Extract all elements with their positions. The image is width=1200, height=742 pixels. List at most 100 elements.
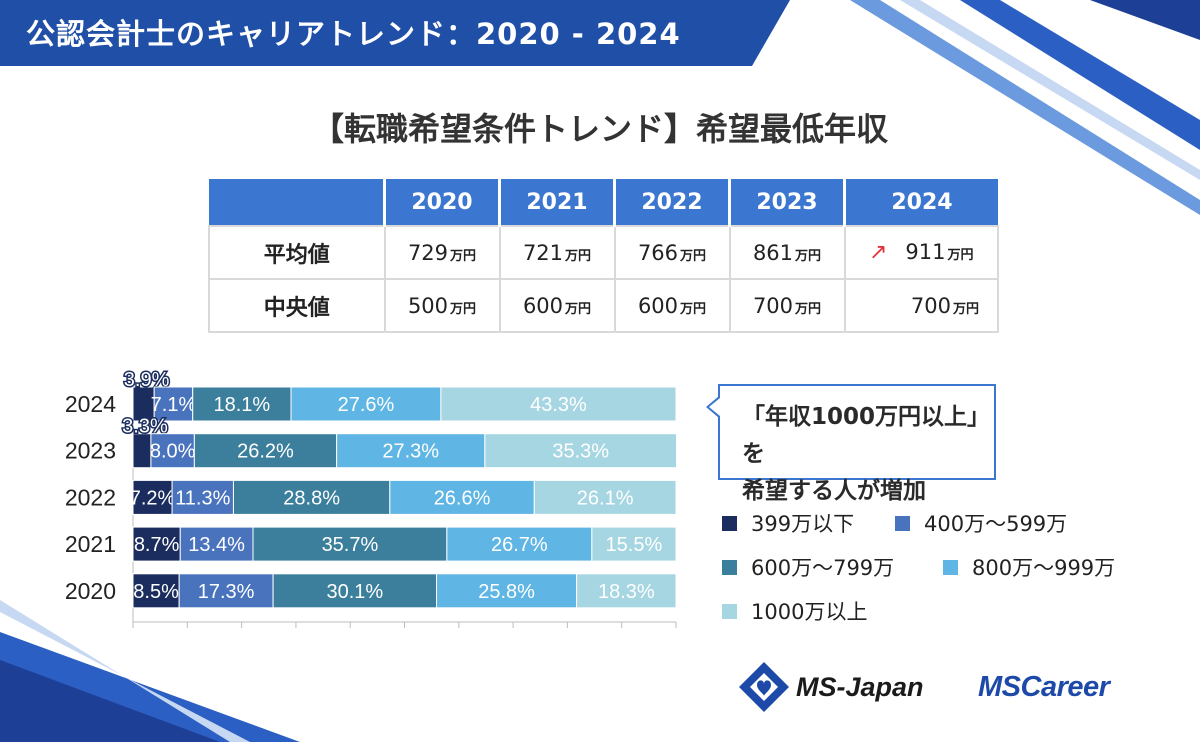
data-label: 17.3% [198,581,255,603]
cell-value: 600 [522,293,564,318]
table-cell: 600 万円 [613,278,731,333]
bar-segment [440,386,677,422]
cell-value: 721 [522,240,564,265]
table-cell: 500 万円 [383,278,501,333]
table-cell: 700 万円 [843,278,999,333]
data-label: 35.7% [322,534,379,556]
table-cell: 766 万円 [613,225,731,280]
column-header: 2022 [614,179,731,226]
y-tick-label: 2024 [65,391,116,417]
bar-segment [290,386,442,422]
table-corner [209,179,386,226]
callout-box: 「年収1000万円以上」を 希望する人が増加 [718,384,996,504]
data-label: 26.2% [237,441,294,463]
callout-pointer-inner [709,398,720,416]
page-title: 公認会計士のキャリアトレンド：2020 - 2024 [26,17,681,51]
data-label: 30.1% [326,581,383,603]
y-tick-label: 2021 [65,531,116,557]
data-label: 26.6% [434,487,491,509]
bar-segment [193,433,338,469]
legend-item: 800万～999万 [943,552,1115,582]
legend-swatch [943,559,958,575]
table-cell: 729 万円 [383,225,501,280]
cell-value: 729 [407,240,449,265]
data-label: 8.0% [150,441,196,463]
data-label: 8.5% [133,581,179,603]
cell-value: 600 [637,293,679,318]
y-tick-label: 2023 [65,438,116,464]
row-label: 平均値 [208,225,386,280]
legend-item: 399万以下 [722,508,854,538]
legend-label: 800万～999万 [972,556,1116,580]
bar-segment [272,573,438,609]
bar-segment [179,526,254,562]
table-cell: 861 万円 [728,225,846,280]
bar-segment [178,573,274,609]
title-banner [0,0,790,66]
summary-table: 2020 2021 2022 2023 2024 平均値 729 万円 721 万円… [208,179,999,333]
cell-unit: 万円 [952,301,979,317]
bar-segment [436,573,578,609]
bar-segment [576,573,677,609]
legend-label: 1000万以上 [751,600,868,624]
legend-swatch [722,603,737,619]
bar-segment [153,386,194,422]
bar-segment [591,526,677,562]
cell-unit: 万円 [795,301,822,317]
table-cell: 700 万円 [728,278,846,333]
bar-segment [132,526,181,562]
bar-segment [192,386,292,422]
table-cell: 721 万円 [498,225,616,280]
cell-value: 911 [905,240,946,264]
column-header: 2020 [384,179,501,226]
data-label: 27.3% [382,441,439,463]
table-row: 中央値 500 万円 600 万円 600 万円 700 万円 700 万円 [208,278,999,333]
legend-label: 600万～799万 [751,556,895,580]
bar-segment [484,433,678,469]
data-label: 26.1% [577,487,634,509]
data-label: 11.3% [175,487,230,509]
bar-segment [533,479,677,515]
callout-line-1: 「年収1000万円以上」を [742,404,991,467]
column-header: 2021 [499,179,616,226]
legend-item: 400万～599万 [895,508,1067,538]
cell-unit: 万円 [450,301,477,317]
data-label: 43.3% [530,394,587,416]
legend-swatch [895,515,910,531]
bar-segment [132,479,173,515]
bar-segment [446,526,593,562]
data-label: 18.1% [214,394,271,416]
data-label: 18.3% [598,581,655,603]
table-row: 平均値 729 万円 721 万円 766 万円 861 万円 ↗ 911 万円 [208,225,999,280]
cell-value: 766 [637,240,679,265]
data-label: 8.7% [134,534,180,556]
y-tick-label: 2022 [65,484,116,510]
bar-segment [171,479,234,515]
data-label: 3.3% [122,416,168,438]
data-label: 13.4% [188,534,245,556]
data-label: 7.2% [130,487,176,509]
section-subtitle: 【転職希望条件トレンド】希望最低年収 [311,110,888,148]
ms-japan-emblem-icon [739,662,789,712]
data-label: 25.8% [478,581,535,603]
table-cell: ↗ 911 万円 [843,225,999,280]
stacked-bar-chart: 2024 3.9% 7.1% 18.1% 27.6% 43.3% 2023 3.3% 8.0% 2… [65,368,678,628]
ms-career-logo: MSCareer [978,671,1110,703]
bar-segment [150,433,195,469]
ms-japan-logo: MS-Japan [738,661,924,713]
legend-item: 1000万以上 [722,596,867,626]
data-label: 3.9% [124,369,170,391]
cell-unit: 万円 [680,301,707,317]
cell-unit: 万円 [795,248,822,264]
column-header: 2024 [844,179,998,226]
cell-value: 700 [752,293,794,318]
row-label: 中央値 [208,278,386,333]
data-label: 7.1% [151,394,197,416]
data-label: 27.6% [338,394,395,416]
data-label: 26.7% [491,534,548,556]
data-label: 28.8% [283,487,340,509]
cell-unit: 万円 [947,248,974,263]
ms-japan-wordmark: MS-Japan [796,671,924,702]
cell-value: 500 [407,293,449,318]
